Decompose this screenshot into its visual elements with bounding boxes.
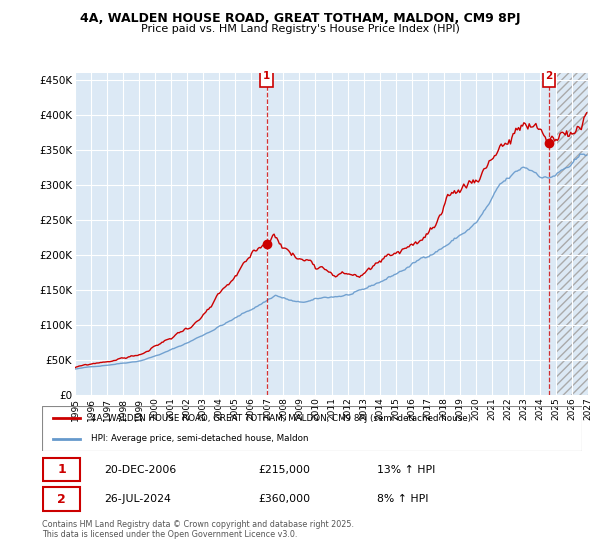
Text: 1: 1 [263,71,271,81]
Text: 8% ↑ HPI: 8% ↑ HPI [377,494,428,504]
Bar [43,487,80,511]
Bar [43,458,80,481]
Text: 13% ↑ HPI: 13% ↑ HPI [377,465,435,475]
Text: £360,000: £360,000 [258,494,310,504]
Text: £215,000: £215,000 [258,465,310,475]
Text: 2: 2 [545,71,553,81]
Bar [556,73,588,395]
Text: Contains HM Land Registry data © Crown copyright and database right 2025.
This d: Contains HM Land Registry data © Crown c… [42,520,354,539]
FancyBboxPatch shape [542,66,556,87]
Text: 26-JUL-2024: 26-JUL-2024 [104,494,171,504]
FancyBboxPatch shape [260,66,274,87]
Text: 20-DEC-2006: 20-DEC-2006 [104,465,176,475]
Text: 2: 2 [57,493,66,506]
Bar [556,73,588,395]
Text: HPI: Average price, semi-detached house, Maldon: HPI: Average price, semi-detached house,… [91,434,308,443]
Text: Price paid vs. HM Land Registry's House Price Index (HPI): Price paid vs. HM Land Registry's House … [140,24,460,34]
Text: 4A, WALDEN HOUSE ROAD, GREAT TOTHAM, MALDON, CM9 8PJ: 4A, WALDEN HOUSE ROAD, GREAT TOTHAM, MAL… [80,12,520,25]
Bar [556,73,588,395]
Text: 1: 1 [57,463,66,476]
Text: 4A, WALDEN HOUSE ROAD, GREAT TOTHAM, MALDON, CM9 8PJ (semi-detached house): 4A, WALDEN HOUSE ROAD, GREAT TOTHAM, MAL… [91,414,471,423]
